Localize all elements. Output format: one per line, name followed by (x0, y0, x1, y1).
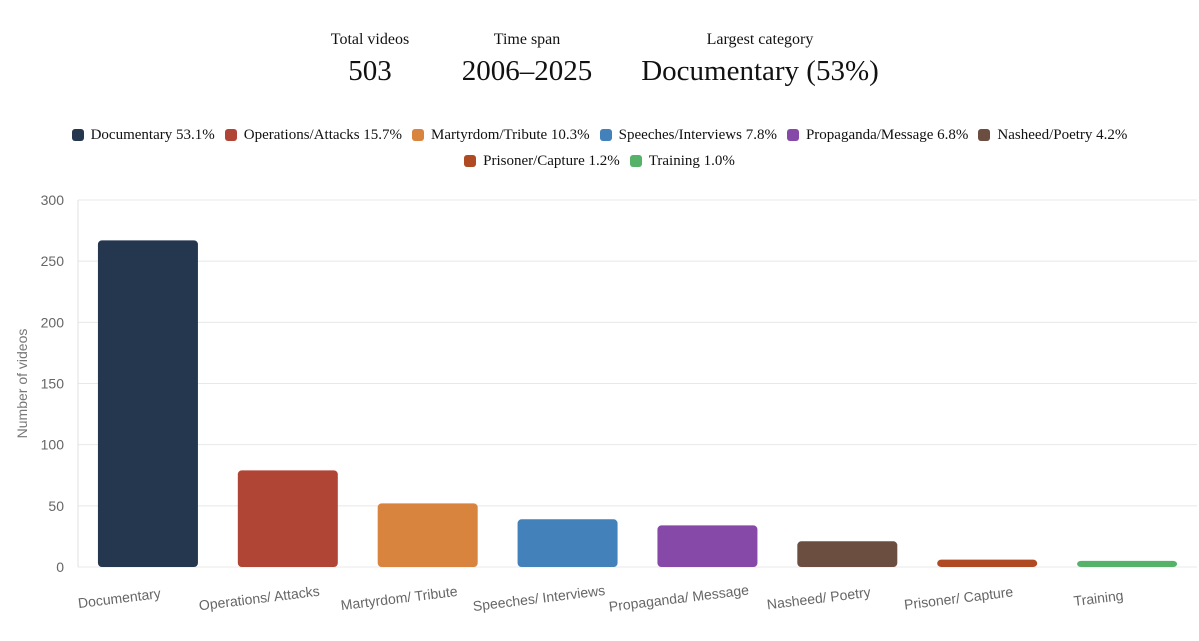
stat-value: 503 (348, 55, 392, 87)
legend-swatch (786, 129, 799, 141)
legend-label: Prisoner/Capture 1.2% (483, 152, 620, 169)
y-tick-label: 200 (41, 314, 65, 330)
bar-3 (517, 519, 618, 567)
stat-label: Total videos (330, 31, 410, 48)
legend-item-training[interactable]: Training 1.0% (629, 152, 735, 170)
legend-swatch (464, 155, 477, 167)
legend-swatch (224, 129, 237, 141)
legend-label: Martyrdom/Tribute 10.3% (431, 126, 590, 143)
bar-6 (937, 559, 1038, 567)
legend-item-nasheed[interactable]: Nasheed/Poetry 4.2% (978, 127, 1127, 144)
legend-label: Propaganda/Message 6.8% (805, 126, 969, 143)
legend-label: Nasheed/Poetry 4.2% (997, 126, 1128, 143)
bar-2 (377, 503, 478, 567)
x-tick-label: Nasheed/ Poetry (766, 584, 871, 613)
stat-time-span: Time span 2006–2025 (447, 30, 607, 88)
legend-row: Documentary 53.1% Operations/Attacks 15.… (0, 122, 1199, 148)
legend-item-speeches[interactable]: Speeches/Interviews 7.8% (599, 126, 777, 144)
legend-swatch (978, 129, 991, 141)
x-tick-label: Operations/ Attacks (198, 583, 320, 614)
legend-item-prisoner[interactable]: Prisoner/Capture 1.2% (464, 153, 620, 170)
y-tick-label: 150 (41, 376, 65, 392)
bar-4 (657, 525, 758, 567)
y-tick-label: 300 (41, 192, 65, 208)
y-tick-label: 250 (41, 253, 65, 269)
legend-swatch (412, 129, 425, 141)
legend-item-operations[interactable]: Operations/Attacks 15.7% (224, 126, 403, 144)
legend-label: Speeches/Interviews 7.8% (618, 126, 777, 143)
stat-total-videos: Total videos 503 (310, 30, 430, 88)
stat-value: Documentary (53%) (641, 55, 879, 87)
chart-legend: Documentary 53.1% Operations/Attacks 15.… (0, 122, 1199, 174)
legend-label: Operations/Attacks 15.7% (243, 126, 403, 143)
legend-item-martyrdom[interactable]: Martyrdom/Tribute 10.3% (412, 127, 590, 144)
y-tick-label: 100 (41, 437, 65, 453)
x-tick-label: Propaganda/ Message (608, 581, 750, 614)
legend-label: Documentary 53.1% (90, 126, 215, 143)
stat-label: Largest category (706, 31, 814, 48)
stat-label: Time span (493, 31, 561, 48)
bar-1 (237, 470, 338, 567)
legend-swatch (71, 129, 84, 141)
x-tick-label: Training (1073, 587, 1125, 609)
legend-item-propaganda[interactable]: Propaganda/Message 6.8% (786, 126, 969, 144)
y-axis-title: Number of videos (14, 329, 30, 439)
legend-row: Prisoner/Capture 1.2% Training 1.0% (0, 148, 1199, 174)
x-tick-label: Documentary (77, 585, 162, 611)
legend-swatch (629, 155, 642, 167)
legend-label: Training 1.0% (648, 152, 735, 169)
x-tick-label: Speeches/ Interviews (472, 582, 606, 614)
y-tick-label: 0 (56, 559, 64, 575)
stat-largest-category: Largest category Documentary (53%) (630, 30, 890, 88)
stat-value: 2006–2025 (461, 55, 593, 87)
bar-chart: 0 50 100 150 200 250 300 Number of videos Docume… (14, 192, 1197, 615)
bar-5 (797, 541, 898, 567)
legend-item-documentary[interactable]: Documentary 53.1% (71, 126, 215, 144)
summary-stats: Total videos 503 Time span 2006–2025 Lar… (0, 30, 1199, 100)
bar-0 (97, 240, 198, 567)
bar-7 (1077, 560, 1178, 567)
y-tick-label: 50 (48, 498, 64, 514)
legend-swatch (599, 129, 612, 141)
x-tick-label: Martyrdom/ Tribute (340, 583, 459, 613)
x-tick-label: Prisoner/ Capture (903, 583, 1014, 612)
